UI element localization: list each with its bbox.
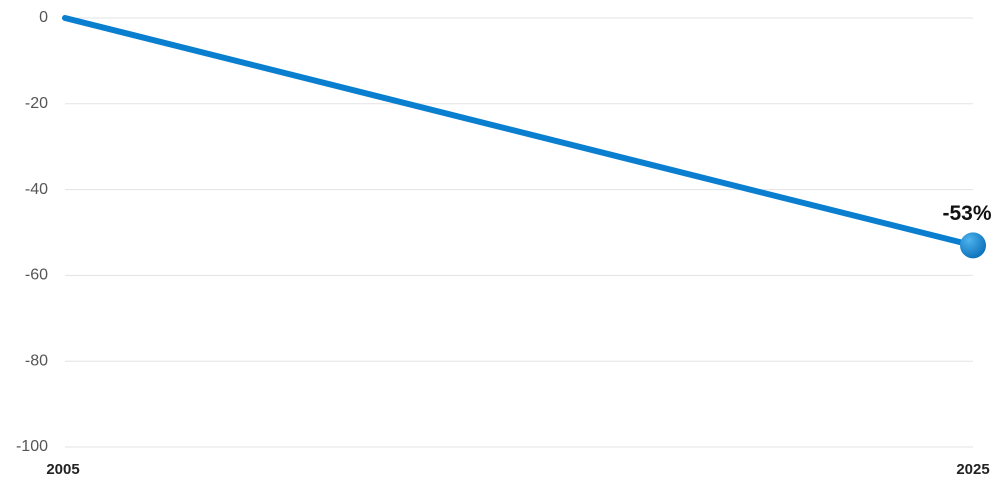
x-tick-label: 2005 <box>46 461 79 478</box>
value-label: -53% <box>942 202 991 225</box>
y-tick-label: -40 <box>25 181 48 198</box>
y-tick-label: 0 <box>39 9 48 26</box>
y-tick-label: -20 <box>25 95 48 112</box>
data-line <box>62 15 976 249</box>
y-tick-label: -100 <box>16 438 48 455</box>
x-tick-label: 2025 <box>956 461 989 478</box>
y-tick-label: -60 <box>25 267 48 284</box>
y-tick-label: -80 <box>25 352 48 369</box>
data-point <box>960 232 986 259</box>
